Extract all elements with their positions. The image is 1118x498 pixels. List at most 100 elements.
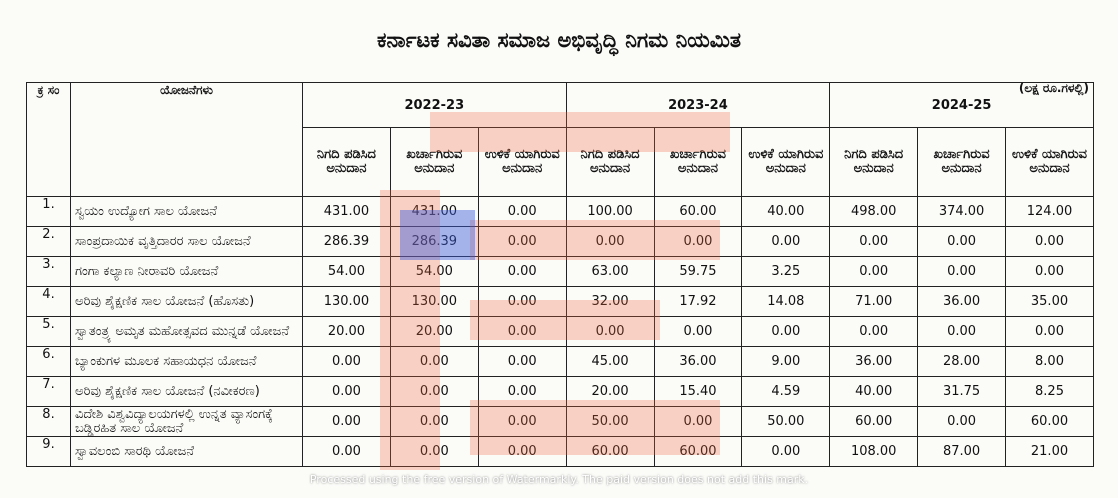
scheme-cell: ಅರಿವು ಶೈಕ್ಷಣಿಕ ಸಾಲ ಯೋಜನೆ (ನವೀಕರಣ) — [70, 376, 303, 407]
amount-cell: 0.00 — [302, 406, 391, 437]
year-label: 2024-25 — [931, 97, 992, 113]
amount-cell: 40.00 — [829, 376, 919, 407]
amount-cell: 108.00 — [829, 436, 919, 467]
amount-cell: 3.25 — [741, 256, 831, 287]
amount-cell: 0.00 — [477, 256, 567, 287]
amount-cell: 0.00 — [741, 436, 831, 467]
year-label: 2022-23 — [404, 97, 465, 113]
scheme-cell: ಗಂಗಾ ಕಲ್ಯಾಣ ನೀರಾವರಿ ಯೋಜನೆ — [70, 256, 303, 287]
scheme-cell: ಅರಿವು ಶೈಕ್ಷಣಿಕ ಸಾಲ ಯೋಜನೆ (ಹೊಸತು) — [70, 286, 303, 317]
amount-cell: 0.00 — [829, 226, 919, 257]
amount-cell: 36.00 — [653, 346, 743, 377]
column-header: ಉಳಿಕೆ ಯಾಗಿರುವ ಅನುದಾನ — [1005, 127, 1094, 197]
scheme-header: ಯೋಜನೆಗಳು — [70, 82, 303, 197]
amount-cell: 8.00 — [1005, 346, 1094, 377]
amount-cell: 286.39 — [302, 226, 391, 257]
watermark-shape — [430, 112, 730, 152]
amount-cell: 0.00 — [653, 226, 743, 257]
amount-cell: 0.00 — [302, 376, 391, 407]
amount-cell: 87.00 — [917, 436, 1006, 467]
serial-cell: 2. — [26, 226, 71, 257]
table-row: 4. ಅರಿವು ಶೈಕ್ಷಣಿಕ ಸಾಲ ಯೋಜನೆ (ಹೊಸತು) 130.00… — [26, 286, 1094, 317]
amount-cell: 0.00 — [389, 346, 479, 377]
amount-cell: 63.00 — [565, 256, 655, 287]
amount-cell: 0.00 — [389, 376, 479, 407]
amount-cell: 36.00 — [829, 346, 919, 377]
column-header: ಖರ್ಚಾಗಿರುವ ಅನುದಾನ — [653, 127, 743, 197]
amount-cell: 0.00 — [653, 316, 743, 347]
amount-cell: 32.00 — [565, 286, 655, 317]
scheme-cell: ಸ್ವಾವಲಂಬಿ ಸಾರಥಿ ಯೋಜನೆ — [70, 436, 303, 467]
scheme-cell: ಸ್ವಾತಂತ್ರ್ಯ ಅಮೃತ ಮಹೋತ್ಸವದ ಮುನ್ನಡೆ ಯೋಜನೆ — [70, 316, 303, 347]
column-header: ನಿಗದಿ ಪಡಿಸಿದ ಅನುದಾನ — [829, 127, 919, 197]
amount-cell: 374.00 — [917, 196, 1006, 227]
data-table: ಕ್ರ ಸಂ ಯೋಜನೆಗಳು 2022-23 2023-24 (ಲಕ್ಷ ರೂ.ಗಳಲ… — [26, 81, 1094, 467]
amount-cell: 60.00 — [829, 406, 919, 437]
amount-cell: 0.00 — [389, 436, 479, 467]
table-row: 6. ಬ್ಯಾಂಕುಗಳ ಮೂಲಕ ಸಹಾಯಧನ ಯೋಜನೆ 0.00 0.00 0.0… — [26, 346, 1094, 377]
amount-cell: 0.00 — [917, 226, 1006, 257]
amount-cell: 8.25 — [1005, 376, 1094, 407]
header-row: ಕ್ರ ಸಂ ಯೋಜನೆಗಳು 2022-23 2023-24 (ಲಕ್ಷ ರೂ.ಗಳಲ… — [26, 81, 1094, 197]
amount-cell: 498.00 — [829, 196, 919, 227]
serial-cell: 1. — [26, 196, 71, 227]
amount-cell: 36.00 — [917, 286, 1006, 317]
amount-cell: 28.00 — [917, 346, 1006, 377]
amount-cell: 0.00 — [477, 406, 567, 437]
serial-cell: 9. — [26, 436, 71, 467]
amount-cell: 9.00 — [741, 346, 831, 377]
amount-cell: 40.00 — [741, 196, 831, 227]
amount-cell: 71.00 — [829, 286, 919, 317]
amount-cell: 60.00 — [565, 436, 655, 467]
amount-cell: 0.00 — [389, 406, 479, 437]
scheme-cell: ಸ್ವಯಂ ಉದ್ಯೋಗ ಸಾಲ ಯೋಜನೆ — [70, 196, 303, 227]
column-header: ನಿಗದಿ ಪಡಿಸಿದ ಅನುದಾನ — [302, 127, 391, 197]
column-header: ನಿಗದಿ ಪಡಿಸಿದ ಅನುದಾನ — [565, 127, 655, 197]
watermark-shape — [470, 400, 720, 455]
amount-cell: 0.00 — [302, 436, 391, 467]
column-header: ಖರ್ಚಾಗಿರುವ ಅನುದಾನ — [917, 127, 1006, 197]
serial-cell: 8. — [26, 406, 71, 437]
amount-cell: 130.00 — [302, 286, 391, 317]
serial-header: ಕ್ರ ಸಂ — [26, 82, 71, 197]
table-row: 5. ಸ್ವಾತಂತ್ರ್ಯ ಅಮೃತ ಮಹೋತ್ಸವದ ಮುನ್ನಡೆ ಯೋಜನ… — [26, 316, 1094, 347]
amount-cell: 431.00 — [302, 196, 391, 227]
amount-cell: 54.00 — [302, 256, 391, 287]
amount-cell: 59.75 — [653, 256, 743, 287]
column-header: ಖರ್ಚಾಗಿರುವ ಅನುದಾನ — [389, 127, 479, 197]
amount-cell: 50.00 — [741, 406, 831, 437]
amount-cell: 21.00 — [1005, 436, 1094, 467]
amount-cell: 0.00 — [741, 226, 831, 257]
amount-cell: 0.00 — [302, 346, 391, 377]
serial-cell: 3. — [26, 256, 71, 287]
amount-cell: 35.00 — [1005, 286, 1094, 317]
year-header: 2023-24 — [565, 82, 831, 128]
column-header: ಉಳಿಕೆ ಯಾಗಿರುವ ಅನುದಾನ — [477, 127, 567, 197]
table-body: 1. ಸ್ವಯಂ ಉದ್ಯೋಗ ಸಾಲ ಯೋಜನೆ 431.00 431.00 0.00… — [26, 196, 1094, 467]
serial-cell: 6. — [26, 346, 71, 377]
title: ಕರ್ನಾಟಕ ಸವಿತಾ ಸಮಾಜ ಅಭಿವೃದ್ಧಿ ನಿಗಮ ನಿಯಮಿತ — [377, 28, 741, 52]
amount-cell: 20.00 — [302, 316, 391, 347]
serial-cell: 7. — [26, 376, 71, 407]
scheme-cell: ವಿದೇಶಿ ವಿಶ್ವವಿದ್ಯಾಲಯಗಳಲ್ಲಿ ಉನ್ನತ ವ್ಯಾಸಂಗ… — [70, 406, 303, 437]
year-header: (ಲಕ್ಷ ರೂ.ಗಳಲ್ಲಿ) 2024-25 — [829, 81, 1094, 128]
watermark-shape — [470, 220, 720, 260]
amount-cell: 0.00 — [917, 406, 1006, 437]
serial-cell: 4. — [26, 286, 71, 317]
column-header: ಉಳಿಕೆ ಯಾಗಿರುವ ಅನುದಾನ — [741, 127, 831, 197]
amount-cell: 0.00 — [1005, 316, 1094, 347]
amount-cell: 0.00 — [477, 346, 567, 377]
unit-note: (ಲಕ್ಷ ರೂ.ಗಳಲ್ಲಿ) — [1018, 81, 1089, 95]
amount-cell: 124.00 — [1005, 196, 1094, 227]
amount-cell: 17.92 — [653, 286, 743, 317]
scheme-cell: ಸಾಂಪ್ರದಾಯಿಕ ವೃತ್ತಿದಾರರ ಸಾಲ ಯೋಜನೆ — [70, 226, 303, 257]
watermark-text: Processed using the free version of Wate… — [309, 473, 809, 486]
amount-cell: 31.75 — [917, 376, 1006, 407]
table-head: ಕ್ರ ಸಂ ಯೋಜನೆಗಳು 2022-23 2023-24 (ಲಕ್ಷ ರೂ.ಗಳಲ… — [26, 81, 1094, 197]
amount-cell: 0.00 — [1005, 256, 1094, 287]
watermark-shape — [400, 210, 475, 260]
amount-cell: 0.00 — [829, 316, 919, 347]
amount-cell: 0.00 — [477, 436, 567, 467]
year-label: 2023-24 — [668, 97, 728, 113]
